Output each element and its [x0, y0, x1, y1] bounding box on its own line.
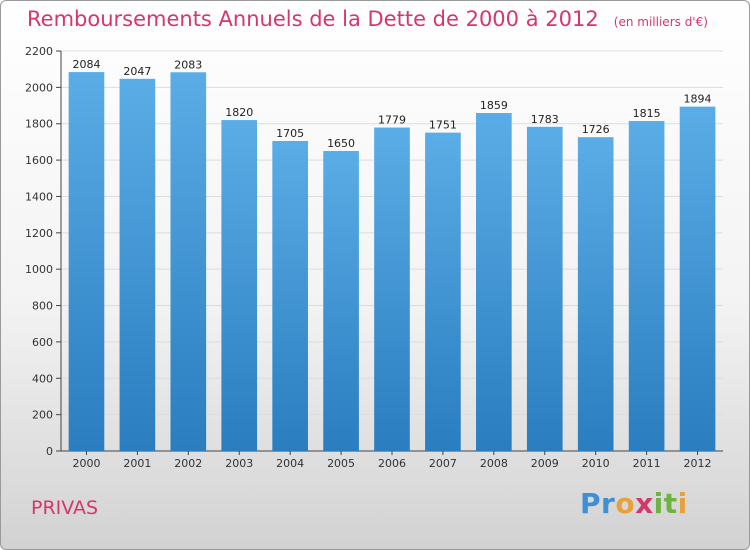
y-tick-label: 600: [32, 336, 53, 349]
bar: [374, 127, 410, 451]
logo-letter: r: [601, 487, 616, 520]
logo-letter: P: [580, 487, 602, 520]
bar: [272, 141, 308, 451]
y-tick-label: 0: [46, 445, 53, 458]
bar: [679, 106, 716, 452]
bar: [119, 78, 156, 452]
y-tick-label: 1600: [25, 154, 53, 167]
x-tick-label: 2007: [429, 457, 457, 470]
y-tick-label: 400: [32, 372, 53, 385]
bar-value-label: 1859: [480, 99, 508, 112]
bar-value-label: 1820: [225, 106, 253, 119]
commune-name: PRIVAS: [31, 497, 99, 519]
x-tick-label: 2006: [378, 457, 406, 470]
x-tick-label: 2005: [327, 457, 355, 470]
bar-value-label: 1705: [276, 127, 304, 140]
y-tick-label: 800: [32, 300, 53, 313]
bar: [526, 126, 563, 452]
proxiti-logo: Proxiti: [580, 487, 688, 520]
bar-value-label: 2047: [123, 65, 151, 78]
bar: [323, 151, 359, 451]
bar: [68, 72, 105, 451]
bar: [221, 120, 258, 451]
logo-letter: o: [615, 487, 636, 520]
chart-subtitle: (en milliers d'€): [613, 15, 708, 29]
x-tick-label: 2001: [123, 457, 151, 470]
bar-value-label: 1815: [633, 107, 661, 120]
x-tick-label: 2009: [531, 457, 559, 470]
y-tick-label: 1800: [25, 118, 53, 131]
logo-letter: t: [663, 487, 678, 520]
bar-value-label: 1726: [582, 123, 610, 136]
x-tick-label: 2004: [276, 457, 304, 470]
chart-title-main: Remboursements Annuels de la Dette de 20…: [27, 7, 599, 31]
y-tick-label: 2000: [25, 81, 53, 94]
x-tick-label: 2011: [633, 457, 661, 470]
chart-title: Remboursements Annuels de la Dette de 20…: [27, 7, 708, 31]
bar-value-label: 2083: [174, 58, 202, 71]
y-tick-label: 2200: [25, 45, 53, 58]
bar: [476, 113, 512, 451]
y-tick-label: 1200: [25, 227, 53, 240]
x-tick-label: 2010: [582, 457, 610, 470]
y-tick-label: 1400: [25, 190, 53, 203]
bar: [628, 121, 665, 451]
bar-value-label: 1783: [531, 113, 559, 126]
x-tick-label: 2008: [480, 457, 508, 470]
x-tick-label: 2012: [684, 457, 712, 470]
bar: [577, 137, 614, 451]
y-tick-label: 1000: [25, 263, 53, 276]
bar-value-label: 1650: [327, 137, 355, 150]
y-tick-label: 200: [32, 409, 53, 422]
x-tick-label: 2002: [174, 457, 202, 470]
bar-value-label: 2084: [72, 58, 100, 71]
bar: [425, 132, 461, 452]
logo-letter: x: [635, 487, 654, 520]
bar-value-label: 1779: [378, 114, 406, 127]
logo-letter: i: [653, 487, 664, 520]
x-tick-label: 2003: [225, 457, 253, 470]
bar-value-label: 1894: [684, 93, 712, 106]
bar: [170, 72, 207, 451]
x-tick-label: 2000: [72, 457, 100, 470]
bar-value-label: 1751: [429, 119, 457, 132]
logo-letter: i: [677, 487, 688, 520]
